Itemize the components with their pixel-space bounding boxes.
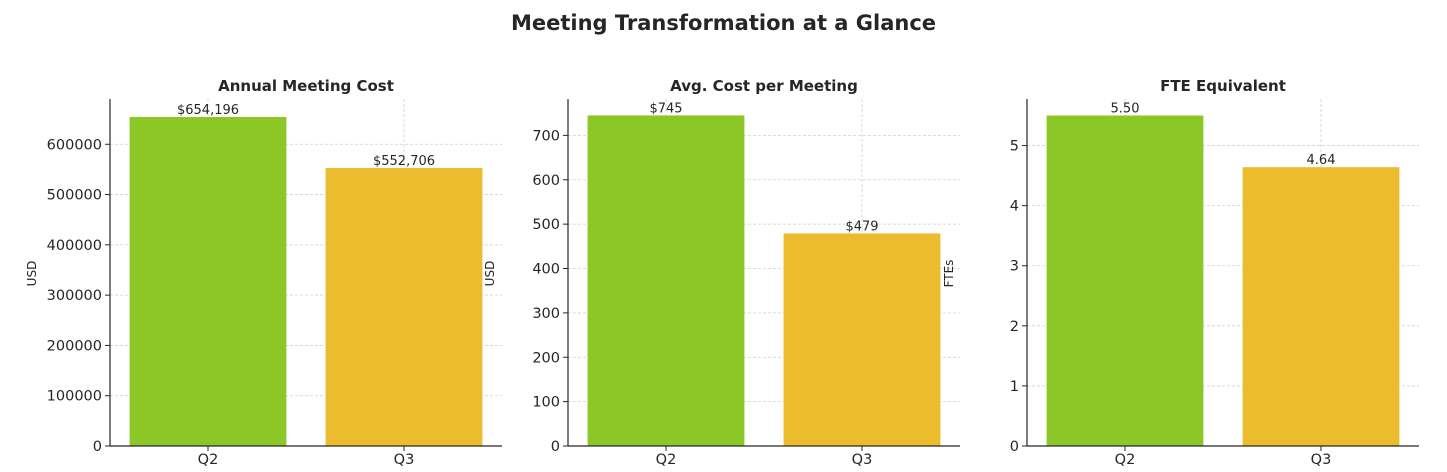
figure-title: Meeting Transformation at a Glance [510, 11, 937, 35]
bar-q2 [1046, 115, 1204, 447]
x-tick-label: Q3 [852, 452, 873, 468]
y-axis-label: FTEs [942, 260, 956, 288]
y-tick-label: 500000 [47, 188, 102, 204]
y-tick-label: 600000 [47, 137, 102, 153]
data-label: 5.50 [1111, 102, 1140, 117]
x-tick-label: Q2 [656, 452, 677, 468]
bar-q3 [325, 168, 483, 446]
y-tick-label: 0 [551, 439, 560, 455]
y-tick-label: 100 [532, 395, 560, 411]
y-tick-label: 700 [532, 128, 560, 144]
y-tick-label: 5 [1010, 139, 1019, 155]
bar-q2 [129, 117, 287, 446]
y-tick-label: 200 [532, 350, 560, 366]
bar-q2 [587, 115, 745, 447]
y-tick-label: 500 [532, 217, 560, 233]
data-label: $654,196 [177, 103, 239, 118]
y-tick-label: 200000 [47, 338, 102, 354]
y-tick-label: 0 [93, 439, 102, 455]
y-axis-label: USD [25, 261, 39, 287]
y-tick-label: 100000 [47, 389, 102, 405]
data-label: $552,706 [373, 154, 435, 169]
x-tick-label: Q3 [1311, 452, 1332, 468]
bar-q3 [783, 233, 941, 446]
panel-title: FTE Equivalent [1160, 77, 1286, 95]
y-tick-label: 0 [1010, 439, 1019, 455]
y-tick-label: 2 [1010, 319, 1019, 335]
x-tick-label: Q2 [198, 452, 219, 468]
y-tick-label: 300000 [47, 288, 102, 304]
data-label: $479 [845, 219, 878, 234]
panel-title: Annual Meeting Cost [218, 77, 394, 95]
y-tick-label: 600 [532, 173, 560, 189]
x-tick-label: Q3 [394, 452, 415, 468]
y-tick-label: 4 [1010, 199, 1019, 215]
y-tick-label: 400000 [47, 238, 102, 254]
panel-title: Avg. Cost per Meeting [670, 77, 858, 95]
x-tick-label: Q2 [1115, 452, 1136, 468]
y-tick-label: 400 [532, 262, 560, 278]
y-tick-label: 300 [532, 306, 560, 322]
y-tick-label: 1 [1010, 379, 1019, 395]
y-axis-label: USD [483, 261, 497, 287]
y-tick-label: 3 [1010, 259, 1019, 275]
data-label: $745 [649, 101, 682, 116]
data-label: 4.64 [1307, 153, 1336, 168]
bar-q3 [1242, 167, 1400, 446]
